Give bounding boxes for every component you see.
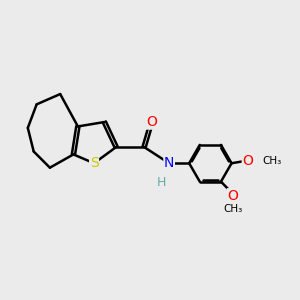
Text: H: H bbox=[157, 176, 167, 190]
Text: CH₃: CH₃ bbox=[262, 156, 281, 166]
Text: O: O bbox=[227, 189, 238, 203]
Text: CH₃: CH₃ bbox=[223, 204, 242, 214]
Text: S: S bbox=[90, 156, 98, 170]
Text: O: O bbox=[146, 115, 157, 129]
Text: N: N bbox=[164, 156, 174, 170]
Text: O: O bbox=[242, 154, 253, 168]
